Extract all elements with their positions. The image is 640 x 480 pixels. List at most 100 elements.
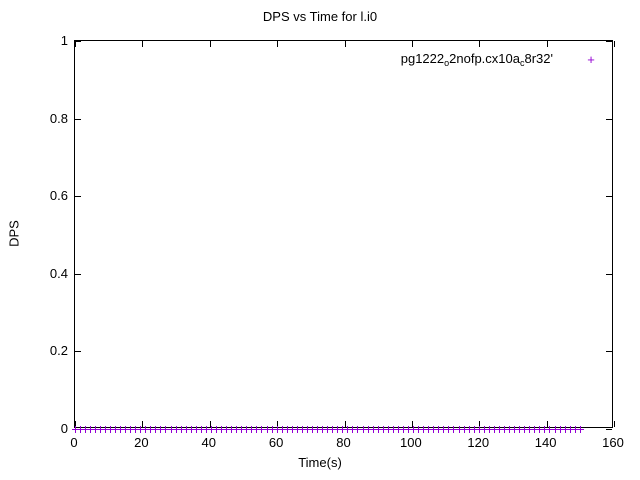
y-tick-mark xyxy=(606,118,612,120)
chart-legend: pg1222o2nofp.cx10ac8r32' + xyxy=(401,51,603,68)
data-point-marker xyxy=(389,425,397,433)
data-point-marker xyxy=(314,425,322,433)
data-point-marker xyxy=(324,425,332,433)
data-point-marker xyxy=(470,425,478,433)
data-point-marker xyxy=(192,425,200,433)
data-point-marker xyxy=(349,425,357,433)
data-point-marker xyxy=(566,425,574,433)
data-point-marker xyxy=(561,425,569,433)
data-point-marker xyxy=(435,425,443,433)
data-point-marker xyxy=(334,425,342,433)
y-tick-label: 0.6 xyxy=(49,188,68,204)
y-tick-mark xyxy=(606,429,612,430)
data-point-marker xyxy=(420,425,428,433)
data-point-marker xyxy=(521,425,529,433)
x-tick-mark xyxy=(479,421,481,427)
x-tick-mark xyxy=(344,421,346,427)
data-point-marker xyxy=(111,425,119,433)
legend-series-label: pg1222o2nofp.cx10ac8r32' xyxy=(400,51,553,68)
data-point-marker xyxy=(283,425,291,433)
x-tick-label: 80 xyxy=(336,435,351,450)
data-point-marker xyxy=(384,425,392,433)
y-tick-label: 0.2 xyxy=(49,343,68,359)
x-axis-title: Time(s) xyxy=(298,455,342,470)
y-tick-mark xyxy=(606,41,612,42)
x-tick-mark xyxy=(277,41,279,47)
data-point-marker xyxy=(248,425,256,433)
data-point-marker xyxy=(359,425,367,433)
data-point-marker xyxy=(501,425,509,433)
y-tick-mark xyxy=(75,118,81,120)
data-point-marker xyxy=(319,425,327,433)
x-tick-mark xyxy=(75,421,76,427)
x-tick-mark xyxy=(277,421,279,427)
data-point-marker xyxy=(445,425,453,433)
data-point-marker xyxy=(278,425,286,433)
x-tick-label: 160 xyxy=(602,435,624,450)
x-tick-mark xyxy=(209,421,211,427)
data-point-marker xyxy=(152,425,160,433)
x-tick-mark xyxy=(209,41,211,47)
x-tick-mark xyxy=(614,421,615,427)
data-point-marker xyxy=(379,425,387,433)
x-tick-label: 20 xyxy=(134,435,149,450)
data-point-marker xyxy=(162,425,170,433)
data-point-marker xyxy=(212,425,220,433)
x-tick-mark xyxy=(546,41,548,47)
plot-area: pg1222o2nofp.cx10ac8r32' + xyxy=(71,40,615,433)
x-tick-mark xyxy=(75,41,76,47)
data-point-marker xyxy=(450,425,458,433)
x-tick-label: 120 xyxy=(467,435,490,450)
data-point-marker xyxy=(167,425,175,433)
legend-plus-marker-icon: + xyxy=(587,52,595,67)
data-point-marker xyxy=(526,425,534,433)
x-tick-mark xyxy=(411,421,413,427)
data-point-marker xyxy=(218,425,226,433)
chart-title: DPS vs Time for l.i0 xyxy=(262,9,378,24)
y-tick-mark xyxy=(606,196,612,198)
data-point-marker xyxy=(495,425,503,433)
data-point-marker xyxy=(116,425,124,433)
data-point-marker xyxy=(531,425,539,433)
data-point-marker xyxy=(91,425,99,433)
data-point-marker xyxy=(81,425,89,433)
data-point-marker xyxy=(329,425,337,433)
x-tick-mark xyxy=(411,41,413,47)
data-point-marker xyxy=(86,425,94,433)
data-point-marker xyxy=(122,425,130,433)
data-point-marker xyxy=(430,425,438,433)
x-tick-mark xyxy=(614,41,615,47)
data-point-marker xyxy=(228,425,236,433)
y-tick-mark xyxy=(75,429,81,430)
x-tick-mark xyxy=(344,41,346,47)
data-point-marker xyxy=(96,425,104,433)
data-point-marker xyxy=(536,425,544,433)
data-point-marker xyxy=(298,425,306,433)
data-point-marker xyxy=(187,425,195,433)
data-point-marker xyxy=(293,425,301,433)
data-point-marker xyxy=(374,425,382,433)
y-tick-mark xyxy=(75,41,81,42)
data-point-marker xyxy=(485,425,493,433)
data-point-marker xyxy=(394,425,402,433)
data-point-marker xyxy=(303,425,311,433)
x-tick-label: 40 xyxy=(201,435,216,450)
data-point-marker xyxy=(177,425,185,433)
data-point-marker xyxy=(253,425,261,433)
data-point-marker xyxy=(506,425,514,433)
data-point-marker xyxy=(460,425,468,433)
data-point-marker xyxy=(132,425,140,433)
y-tick-mark xyxy=(606,351,612,353)
data-point-marker xyxy=(516,425,524,433)
data-series-layer xyxy=(71,41,612,433)
y-tick-label: 0 xyxy=(60,421,68,436)
data-point-marker xyxy=(258,425,266,433)
data-point-marker xyxy=(364,425,372,433)
y-tick-mark xyxy=(75,273,81,275)
data-point-marker xyxy=(172,425,180,433)
data-point-marker xyxy=(480,425,488,433)
data-point-marker xyxy=(243,425,251,433)
x-tick-mark xyxy=(479,41,481,47)
data-point-marker xyxy=(425,425,433,433)
